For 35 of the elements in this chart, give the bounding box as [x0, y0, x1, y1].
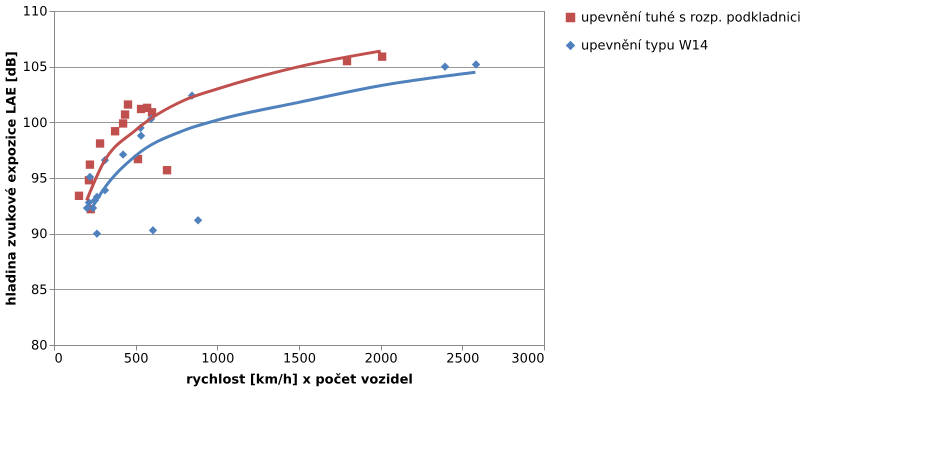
point [148, 226, 158, 235]
point [92, 229, 102, 238]
point [74, 192, 84, 200]
point [378, 52, 386, 61]
point [440, 62, 450, 71]
y-tick-label: 85 [30, 282, 48, 298]
y-tick-label: 105 [22, 60, 48, 76]
x-axis-title: rychlost [km/h] x počet vozidel [186, 372, 413, 388]
point [162, 166, 172, 174]
x-tick-label: 1500 [282, 352, 316, 366]
point [96, 139, 104, 148]
x-tick-label: 1000 [201, 352, 234, 366]
y-tick-label: 80 [30, 338, 48, 354]
x-tick-label: 3000 [511, 352, 544, 366]
y-tick-label: 95 [30, 172, 48, 186]
point [118, 150, 128, 159]
point [86, 172, 94, 182]
y-tick-label: 90 [30, 227, 48, 242]
point [120, 110, 130, 119]
x-tick-label: 500 [124, 352, 149, 366]
point [124, 100, 132, 109]
x-tick-label: 0 [54, 352, 63, 366]
point [194, 216, 202, 224]
point [136, 132, 146, 140]
point [110, 127, 120, 136]
x-tick-label: 2500 [446, 352, 480, 366]
legend-label: upevnění tuhé s rozp. podkladnici [581, 10, 801, 26]
point [472, 60, 480, 69]
y-axis-title: hladina zvukové expozice LAE [dB] [4, 51, 20, 306]
point [118, 119, 128, 128]
legend-label: upevnění typu W14 [581, 38, 708, 54]
point [86, 160, 94, 169]
y-tick-label: 110 [22, 4, 48, 20]
y-tick-label: 100 [22, 116, 48, 131]
x-tick-label: 2000 [364, 352, 398, 366]
